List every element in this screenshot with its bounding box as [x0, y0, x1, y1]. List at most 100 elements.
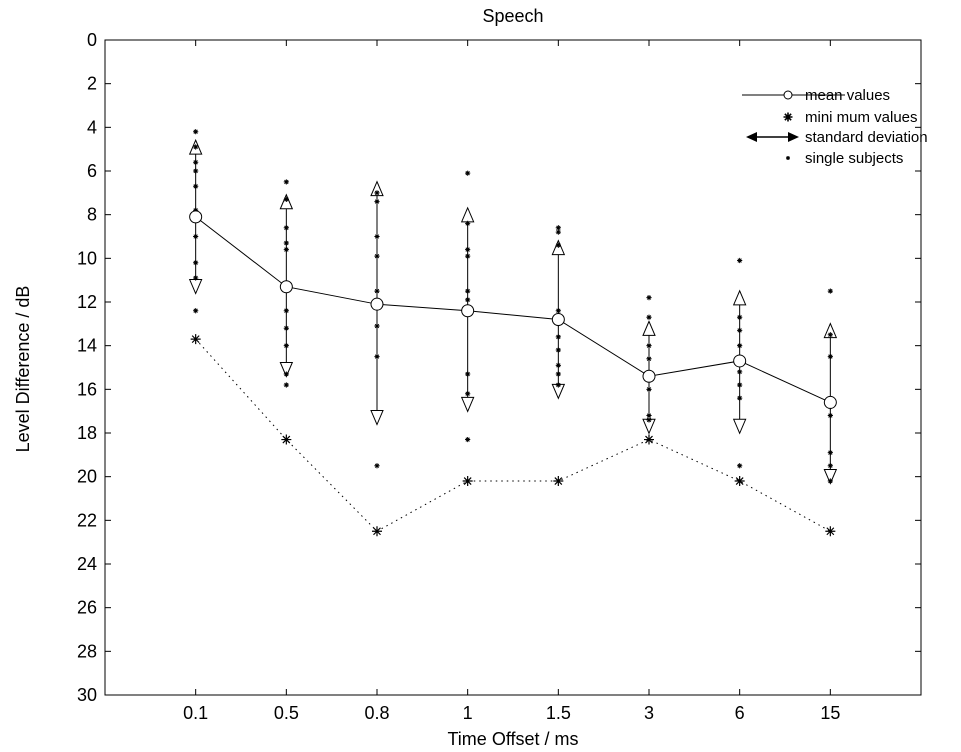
- single-subject-point: [646, 412, 652, 419]
- single-subject-point: [827, 332, 833, 338]
- single-subject-point: [283, 247, 289, 253]
- single-subject-point: [193, 207, 199, 213]
- single-subject-point: [193, 308, 199, 314]
- minimum-value-point: [825, 526, 836, 537]
- chart-title: Speech: [482, 6, 543, 26]
- single-subject-point: [374, 190, 380, 196]
- minimum-values-line: [195, 338, 831, 532]
- y-tick-label: 18: [77, 423, 97, 443]
- y-tick-label: 14: [77, 336, 97, 356]
- std-lower-marker: [188, 279, 203, 295]
- single-subject-point: [555, 371, 561, 377]
- y-tick-label: 20: [77, 467, 97, 487]
- minimum-value-point: [553, 476, 564, 487]
- single-subject-point: [827, 450, 833, 456]
- y-tick-label: 12: [77, 292, 97, 312]
- single-subject-point: [193, 144, 199, 150]
- single-subjects-series: [193, 129, 833, 484]
- single-subject-point: [465, 220, 471, 226]
- std-upper-marker: [732, 289, 747, 306]
- y-tick-label: 16: [77, 379, 97, 399]
- single-subject-point: [374, 288, 380, 294]
- single-subject-point: [374, 353, 380, 360]
- mean-value-point: [279, 280, 293, 294]
- single-subject-point: [465, 297, 471, 303]
- x-tick-label: 15: [820, 703, 840, 723]
- single-subject-point: [193, 275, 199, 281]
- legend-mean-marker: [783, 90, 793, 100]
- single-subject-point: [193, 260, 199, 266]
- single-subject-point: [827, 478, 833, 484]
- legend-std-arrow-left: [746, 132, 757, 142]
- y-tick-label: 2: [87, 74, 97, 94]
- y-tick-label: 8: [87, 205, 97, 225]
- single-subject-point: [465, 391, 471, 397]
- single-subject-point: [465, 170, 471, 176]
- single-subject-point: [465, 247, 471, 253]
- single-subject-point: [646, 386, 652, 392]
- single-subject-point: [193, 233, 199, 240]
- single-subject-point: [374, 253, 380, 259]
- legend-single-marker: [786, 156, 790, 160]
- legend-minimum-marker: [783, 112, 793, 122]
- single-subject-point: [646, 314, 652, 320]
- minimum-value-point: [190, 334, 201, 345]
- std-upper-marker: [370, 180, 384, 197]
- single-subject-point: [555, 362, 561, 368]
- single-subject-point: [646, 417, 652, 423]
- data-series: [188, 129, 838, 537]
- mean-values-series: [189, 210, 837, 409]
- y-tick-label: 24: [77, 554, 97, 574]
- legend-label: standard deviation: [805, 129, 928, 146]
- single-subject-point: [555, 382, 561, 388]
- minimum-value-point: [281, 434, 292, 445]
- legend-std-arrow-right: [788, 132, 799, 142]
- single-subject-point: [555, 229, 561, 235]
- single-subject-point: [374, 463, 380, 469]
- mean-value-point: [189, 210, 203, 224]
- single-subject-point: [737, 382, 743, 388]
- x-tick-label: 1: [463, 703, 473, 723]
- single-subject-point: [283, 240, 289, 246]
- std-lower-marker: [370, 410, 384, 426]
- x-tick-label: 6: [735, 703, 745, 723]
- single-subject-point: [374, 323, 380, 329]
- y-tick-label: 30: [77, 685, 97, 705]
- x-axis-title: Time Offset / ms: [447, 729, 578, 749]
- x-tick-label: 0.1: [183, 703, 208, 723]
- single-subject-point: [737, 343, 743, 349]
- single-subject-point: [646, 356, 652, 362]
- plot-frame: [104, 39, 922, 696]
- single-subject-point: [555, 242, 561, 248]
- y-axis-title: Level Difference / dB: [13, 286, 33, 453]
- single-subject-point: [193, 168, 199, 174]
- y-tick-label: 6: [87, 161, 97, 181]
- mean-value-point: [733, 354, 747, 368]
- single-subject-point: [283, 343, 289, 349]
- single-subject-point: [737, 327, 743, 333]
- y-tick-label: 4: [87, 117, 97, 137]
- single-subject-point: [737, 395, 743, 401]
- single-subject-point: [827, 412, 833, 419]
- minimum-value-point: [462, 476, 473, 487]
- single-subject-point: [374, 198, 380, 205]
- legend-label: mini mum values: [805, 109, 918, 126]
- x-tick-label: 3: [644, 703, 654, 723]
- legend-label: mean values: [805, 87, 890, 104]
- single-subject-point: [465, 288, 471, 294]
- single-subject-point: [374, 233, 380, 240]
- x-tick-label: 1.5: [546, 703, 571, 723]
- minimum-value-point: [734, 476, 745, 487]
- x-tick-label: 0.5: [274, 703, 299, 723]
- std-lower-marker: [823, 468, 838, 485]
- minimum-value-point: [372, 526, 382, 537]
- y-tick-label: 28: [77, 641, 97, 661]
- single-subject-point: [193, 129, 199, 135]
- single-subject-point: [193, 159, 199, 165]
- single-subject-point: [827, 463, 833, 469]
- single-subject-point: [465, 436, 471, 443]
- mean-value-point: [370, 297, 384, 311]
- single-subject-point: [283, 382, 289, 388]
